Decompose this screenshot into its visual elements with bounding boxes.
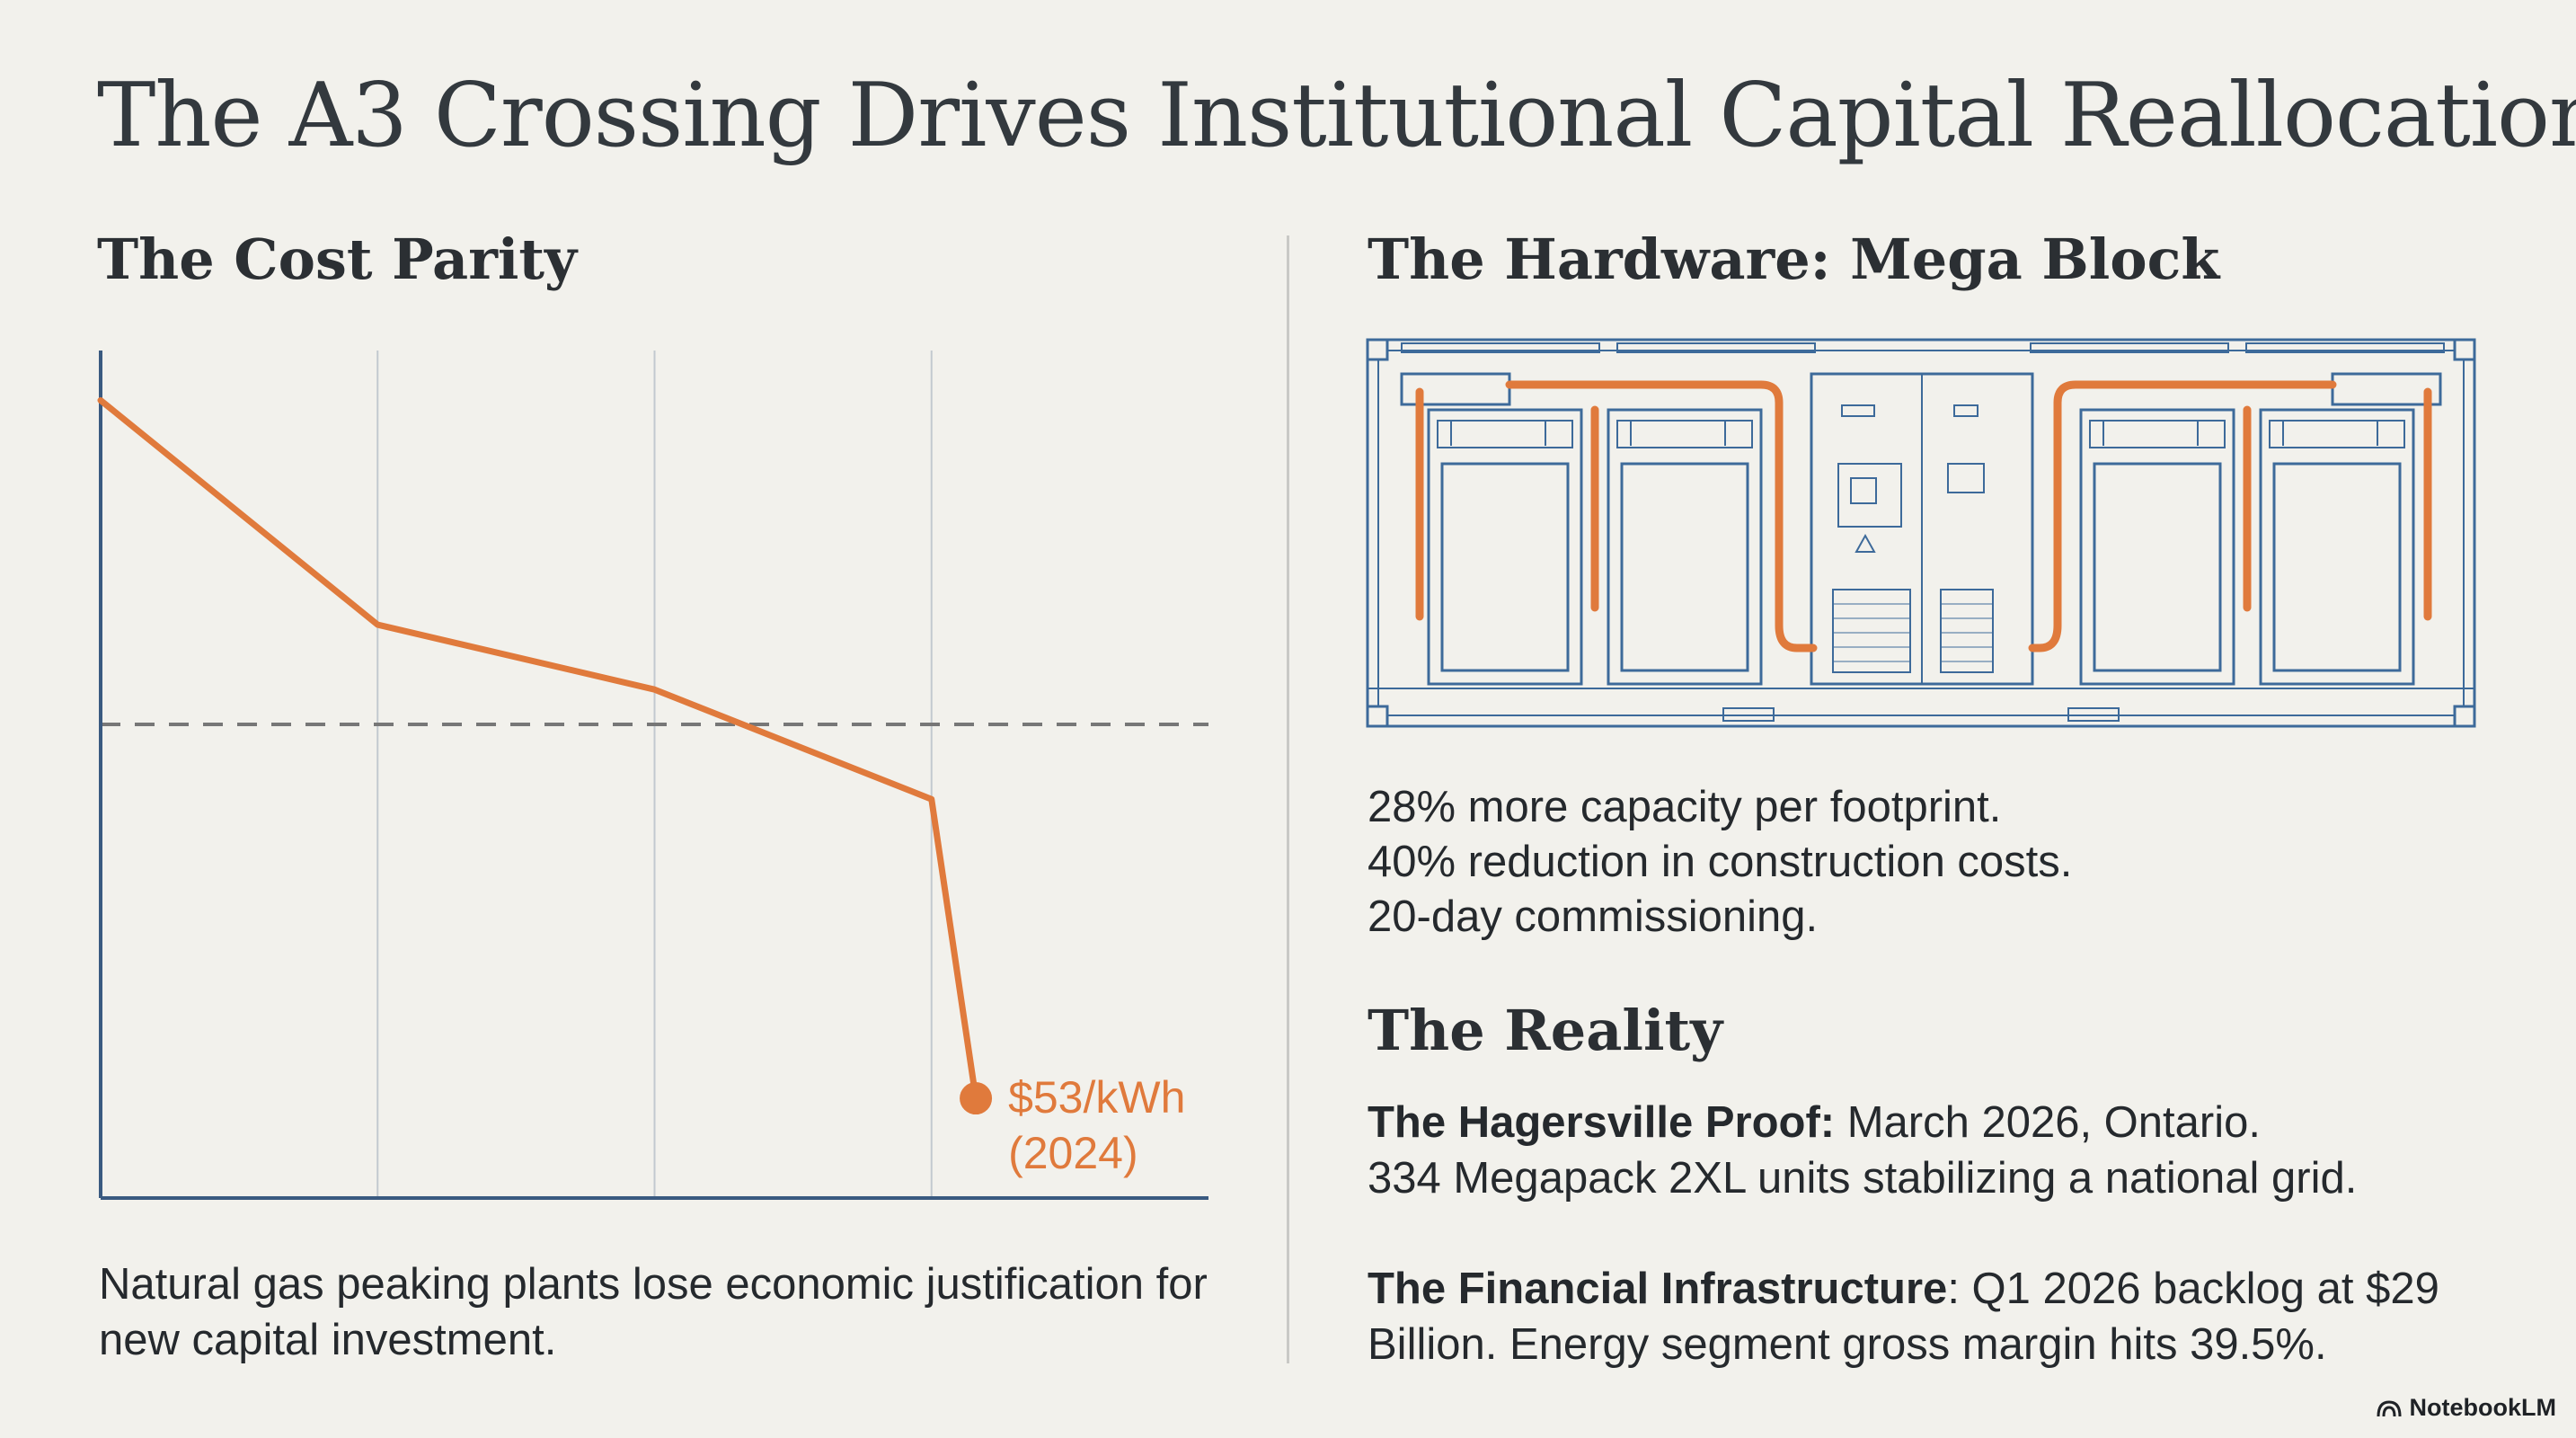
spec-line: 28% more capacity per footprint. [1368, 783, 2002, 831]
battery-cabinet-2 [1607, 408, 1763, 686]
column-divider [1287, 235, 1289, 1363]
hagersville-text: 334 Megapack 2XL units stabilizing a nat… [1368, 1154, 2358, 1203]
cost-parity-heading: The Cost Parity [97, 226, 578, 292]
central-inverter [1810, 372, 2034, 686]
battery-cabinet-1 [1427, 408, 1583, 686]
reality-heading: The Reality [1368, 998, 1723, 1063]
hardware-specs: 28% more capacity per footprint. 40% red… [1368, 780, 2072, 945]
spec-line: 20-day commissioning. [1368, 892, 1819, 941]
battery-cabinet-3 [2079, 408, 2235, 686]
hagersville-proof: The Hagersville Proof: March 2026, Ontar… [1368, 1095, 2518, 1206]
cost-parity-chart: $53/kWh(2024) [97, 351, 1208, 1200]
page-title: The A3 Crossing Drives Institutional Cap… [97, 65, 2576, 167]
brand-name: NotebookLM [2409, 1394, 2556, 1421]
cost-series-line [97, 396, 979, 1102]
annotation-year-label: (2024) [1008, 1128, 1138, 1178]
annotation-price-label: $53/kWh [1008, 1072, 1185, 1123]
hardware-heading: The Hardware: Mega Block [1368, 226, 2220, 292]
hagersville-label: The Hagersville Proof: [1368, 1098, 1836, 1147]
frame-outline [1366, 338, 2476, 728]
cost-parity-caption: Natural gas peaking plants lose economic… [99, 1260, 1208, 1364]
spec-line: 40% reduction in construction costs. [1368, 838, 2073, 886]
financial-label: The Financial Infrastructure [1368, 1265, 1948, 1313]
financial-infrastructure: The Financial Infrastructure: Q1 2026 ba… [1368, 1261, 2518, 1372]
end-point-marker [960, 1082, 993, 1115]
notebooklm-logo-icon [2377, 1399, 2402, 1416]
financial-text: : Q1 2026 backlog at $29 Billion. Energy… [1368, 1265, 2439, 1369]
hagersville-text: March 2026, Ontario. [1835, 1098, 2261, 1147]
mega-block-illustration [1366, 338, 2476, 728]
coolant-pipes [1415, 380, 2432, 652]
battery-cabinet-4 [2259, 408, 2415, 686]
brand-watermark: NotebookLM [2376, 1394, 2556, 1422]
